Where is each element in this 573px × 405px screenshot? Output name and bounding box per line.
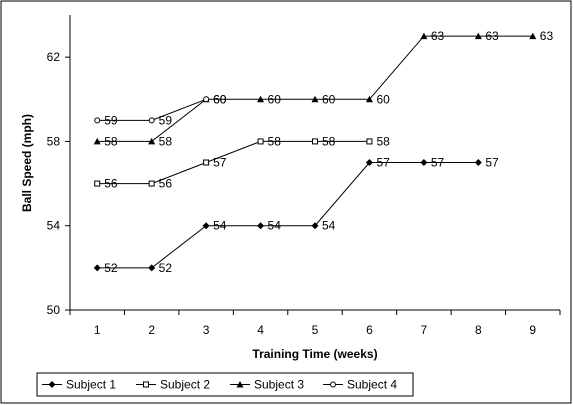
x-tick-label: 9: [529, 323, 536, 337]
data-point-subject-4: [148, 117, 155, 124]
x-tick-label: 2: [148, 323, 155, 337]
data-label-subject-4: 60: [213, 92, 227, 106]
data-label-subject-1: 52: [104, 261, 118, 275]
data-point-subject-1: [365, 159, 373, 166]
legend-marker-subject-2: [143, 381, 149, 388]
axes: [69, 15, 560, 311]
data-label-subject-1: 54: [268, 219, 282, 233]
y-ticks: 50 54 58 62: [47, 50, 70, 317]
legend: Subject 1 Subject 2 Subject 3 Subject 4: [36, 372, 414, 397]
data-point-subject-3: [420, 32, 428, 40]
data-label-subject-3: 63: [485, 29, 499, 43]
data-label-subject-3: 58: [159, 134, 173, 148]
x-axis-title: Training Time (weeks): [252, 347, 377, 361]
data-point-subject-1: [474, 159, 482, 166]
legend-marker-subject-1: [48, 381, 56, 388]
x-tick-label: 5: [312, 323, 319, 337]
data-point-subject-3: [148, 137, 156, 145]
data-label-subject-1: 54: [213, 219, 227, 233]
legend-label-subject-3: Subject 3: [254, 378, 304, 392]
x-ticks: 1 2 3 4 5 6 7 8 9: [69, 310, 561, 337]
data-point-subject-3: [529, 32, 537, 40]
legend-label-subject-1: Subject 1: [66, 378, 116, 392]
data-point-subject-1: [311, 222, 319, 230]
data-point-subject-3: [474, 32, 482, 40]
y-tick-label: 54: [47, 219, 61, 233]
data-point-subject-1: [257, 222, 265, 230]
data-label-subject-1: 57: [431, 156, 445, 170]
data-label-subject-2: 56: [104, 177, 118, 191]
data-labels: 52 52 54 54 54 57 57 57 56 56 57 58 58 58 58 58 60 60 60 60…: [104, 29, 553, 275]
data-point-subject-2: [148, 180, 155, 187]
data-label-subject-4: 59: [159, 113, 173, 127]
data-point-subject-3: [311, 95, 319, 103]
series-line-subject-1: [97, 162, 479, 269]
data-point-subject-3: [257, 95, 265, 103]
y-axis-title: Ball Speed (mph): [20, 114, 34, 212]
series-line-subject-2: [97, 140, 370, 185]
data-point-subject-4: [94, 117, 101, 124]
data-point-subject-2: [312, 138, 318, 145]
x-tick-label: 8: [475, 323, 482, 337]
data-label-subject-2: 58: [322, 134, 336, 148]
y-tick-label: 58: [47, 134, 61, 148]
legend-marker-subject-4: [330, 381, 336, 388]
data-point-subject-1: [148, 264, 156, 272]
data-point-subject-2: [203, 159, 210, 166]
data-label-subject-1: 57: [376, 156, 390, 170]
data-point-subject-2: [366, 138, 373, 145]
data-point-subject-1: [93, 264, 101, 272]
legend-label-subject-4: Subject 4: [347, 378, 397, 392]
x-tick-label: 1: [94, 323, 101, 337]
data-label-subject-2: 58: [376, 134, 390, 148]
legend-label-subject-2: Subject 2: [160, 378, 210, 392]
legend-marker-subject-3: [236, 381, 244, 388]
x-tick-label: 3: [203, 323, 210, 337]
data-label-subject-2: 57: [213, 156, 227, 170]
legend-box: [36, 372, 414, 397]
y-tick-label: 50: [47, 303, 61, 317]
data-label-subject-3: 63: [431, 29, 445, 43]
data-point-subject-1: [202, 222, 210, 230]
y-tick-label: 62: [47, 50, 61, 64]
data-label-subject-2: 56: [159, 177, 173, 191]
data-point-subject-2: [257, 138, 264, 145]
series-markers: [93, 32, 537, 272]
data-point-subject-1: [420, 159, 428, 166]
data-label-subject-3: 60: [322, 92, 336, 106]
data-label-subject-3: 60: [268, 92, 282, 106]
x-tick-label: 6: [366, 323, 373, 337]
x-tick-label: 7: [421, 323, 428, 337]
data-label-subject-4: 59: [104, 113, 118, 127]
data-label-subject-1: 54: [322, 219, 336, 233]
data-label-subject-2: 58: [268, 134, 282, 148]
data-label-subject-3: 60: [376, 92, 390, 106]
data-label-subject-3: 58: [104, 134, 118, 148]
data-label-subject-3: 63: [540, 29, 554, 43]
data-label-subject-1: 57: [485, 156, 499, 170]
data-point-subject-2: [94, 180, 101, 187]
data-point-subject-3: [93, 137, 101, 145]
data-label-subject-3: 60: [213, 92, 227, 106]
data-point-subject-4: [203, 96, 210, 103]
data-label-subject-1: 52: [159, 261, 173, 275]
x-tick-label: 4: [257, 323, 264, 337]
data-point-subject-3: [365, 95, 373, 103]
